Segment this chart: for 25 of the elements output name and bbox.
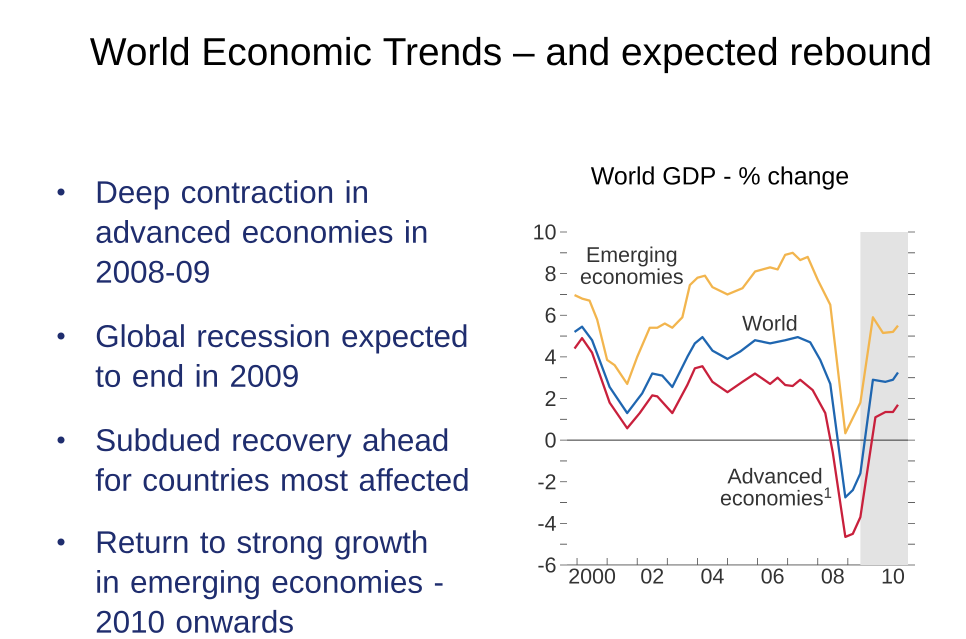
series-label: Advanced economies$^{1}$	[720, 468, 832, 506]
x-tick-label: 2000	[569, 568, 616, 584]
chart-title: World GDP - % change	[590, 166, 848, 190]
y-tick-label: 6	[546, 308, 556, 323]
line-series	[573, 336, 900, 538]
x-tick-label: 06	[762, 568, 784, 584]
y-tick-label: 8	[546, 266, 556, 282]
y-tick-label: -6	[538, 557, 556, 573]
x-tick-label: 10	[882, 568, 904, 584]
series-label: Emerging economies	[580, 246, 683, 284]
y-tick-label: 2	[546, 391, 556, 406]
text: Return to strong growth in emerging economies - 2010 onwards	[96, 530, 443, 633]
y-tick-label: -2	[538, 474, 556, 490]
y-tick-label: 0	[545, 432, 556, 448]
y-tick-label: -4	[538, 516, 556, 531]
x-tick-label: 08	[822, 568, 844, 584]
x-tick-label: 02	[641, 568, 664, 584]
y-tick-label: 4	[545, 349, 556, 364]
text: Subdued recovery ahead for countries most affected	[96, 428, 468, 492]
text: World Economic Trends – and expected rebound	[90, 36, 930, 74]
x-tick-label: 04	[701, 568, 724, 584]
y-tick-label: 10	[534, 224, 556, 240]
text: Global recession expected to end in 2009	[96, 324, 466, 388]
text: Deep contraction in advanced economies in 2008-09	[96, 180, 426, 283]
series-label: World	[742, 315, 796, 331]
